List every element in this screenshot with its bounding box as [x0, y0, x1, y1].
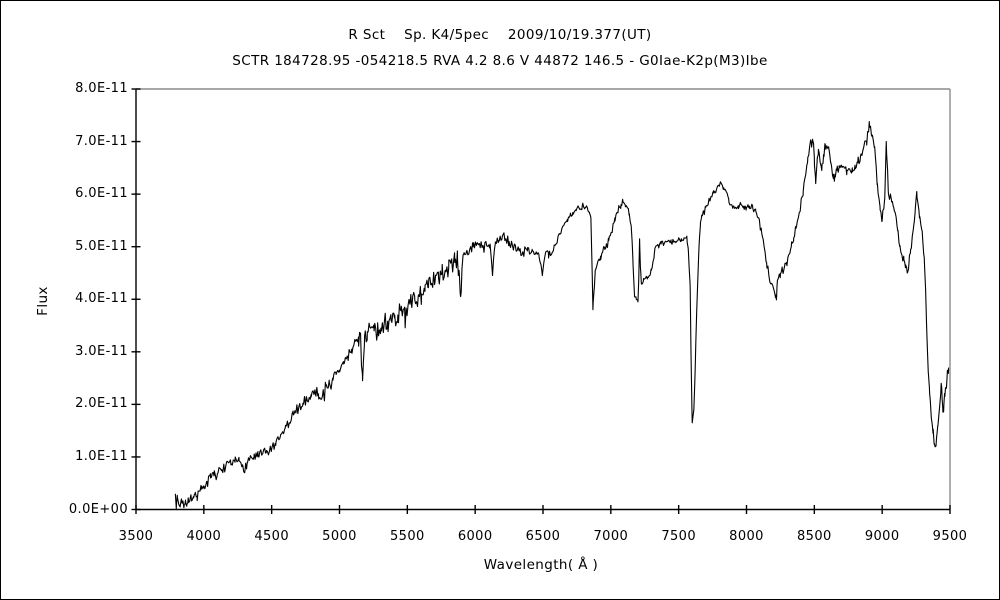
y-tick-label: 8.0E-11 [75, 81, 128, 96]
chart-subtitle: SCTR 184728.95 -054218.5 RVA 4.2 8.6 V 4… [232, 53, 768, 69]
x-tick-label: 5000 [322, 529, 357, 544]
x-tick-label: 4000 [186, 529, 222, 544]
y-tick-label: 4.0E-11 [75, 291, 128, 307]
y-tick-label: 5.0E-11 [75, 238, 128, 254]
spectrum-curve [174, 121, 950, 510]
x-tick-label: 4500 [254, 529, 289, 544]
y-tick-label: 3.0E-11 [75, 343, 128, 359]
x-tick-label: 9000 [864, 529, 900, 544]
x-tick-label: 8000 [729, 529, 764, 544]
y-tick-label: 0.0E+00 [68, 501, 128, 517]
x-tick-label: 9500 [932, 529, 968, 544]
x-tick-label: 5500 [389, 529, 425, 544]
x-tick-label: 8500 [796, 529, 832, 544]
x-axis-title: Wavelength( Å ) [483, 557, 599, 573]
x-tick-label: 7500 [661, 529, 696, 544]
y-tick-label: 7.0E-11 [75, 133, 128, 149]
x-tick-label: 7000 [593, 529, 629, 544]
chart-title: R Sct Sp. K4/5pec 2009/10/19.377(UT) [348, 27, 652, 43]
x-tick-label: 6000 [457, 529, 493, 544]
y-tick-label: 1.0E-11 [75, 448, 128, 464]
y-tick-label: 6.0E-11 [75, 186, 128, 202]
x-tick-label: 3500 [118, 529, 154, 544]
x-tick-label: 6500 [525, 529, 561, 544]
y-axis-title: Flux [35, 286, 51, 316]
y-tick-label: 2.0E-11 [75, 396, 128, 412]
